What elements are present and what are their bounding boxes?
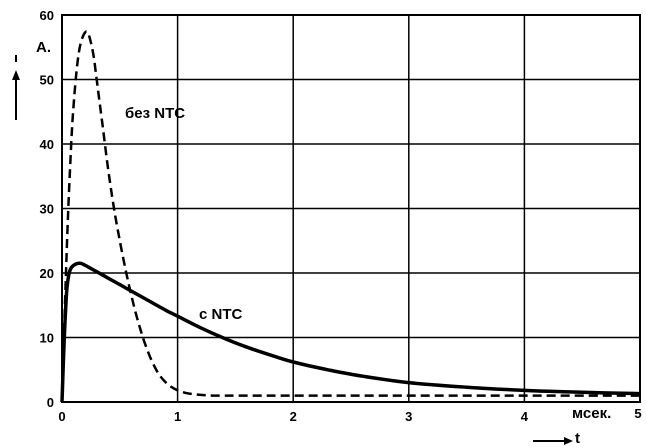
x-tick-label: 3 [405, 409, 412, 424]
x-tick-label: 5 [634, 406, 641, 421]
annotation-with-ntc: с NTC [199, 306, 243, 323]
x-tick-label: 0 [58, 409, 65, 424]
y-tick-label: 10 [40, 331, 54, 346]
series-line-without-ntc [60, 30, 640, 403]
x-axis-arrow-icon [533, 437, 573, 445]
x-tick-label: 1 [174, 409, 181, 424]
series-line-with-ntc [60, 261, 641, 403]
annotation-without-ntc: без NTC [125, 105, 185, 122]
y-axis-arrow-icon [12, 55, 20, 120]
x-tick-label: 4 [521, 409, 529, 424]
grid-lines [62, 15, 640, 402]
y-axis-label: A. [36, 39, 51, 56]
y-tick-label: 20 [40, 266, 54, 281]
curves [60, 30, 641, 403]
plot-frame [61, 14, 641, 403]
x-axis-symbol: t [575, 430, 580, 447]
y-tick-label: 30 [40, 202, 54, 217]
y-tick-label: 50 [40, 73, 54, 88]
y-tick-label: 0 [47, 395, 54, 410]
x-axis-label: мсек. [572, 405, 611, 422]
y-tick-label: 60 [40, 8, 54, 23]
y-tick-label: 40 [40, 137, 54, 152]
x-tick-label: 2 [290, 409, 297, 424]
